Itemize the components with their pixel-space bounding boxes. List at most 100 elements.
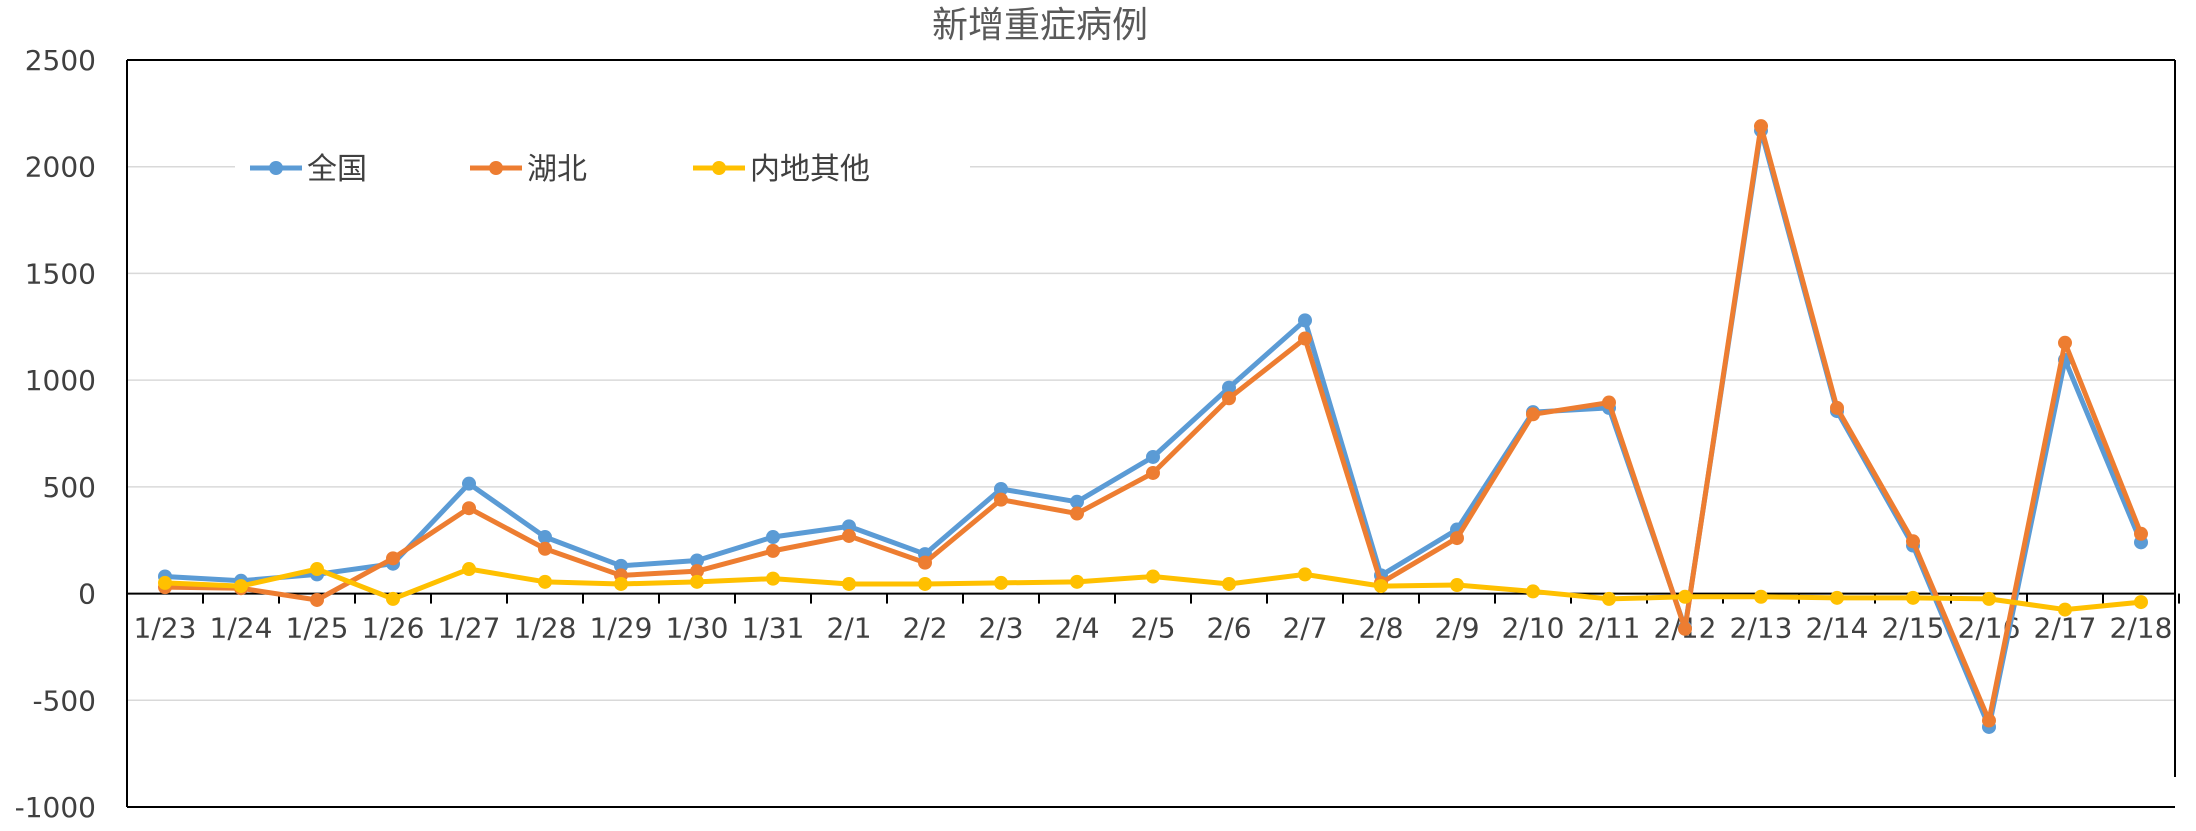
y-tick-label: 1500 xyxy=(25,257,96,290)
series-2 xyxy=(158,562,2148,617)
data-point xyxy=(1830,400,1844,415)
x-tick-label: 2/3 xyxy=(978,612,1023,645)
data-point xyxy=(766,530,780,545)
x-tick-label: 2/15 xyxy=(1882,612,1945,645)
data-point xyxy=(1146,465,1160,480)
data-point xyxy=(690,574,704,589)
data-point xyxy=(1982,591,1996,606)
x-axis-ticks: 1/23 1/24 1/25 1/26 1/27 1/28 1/29 1/30 1/31 2/1 2… xyxy=(134,612,2173,645)
legend-marker xyxy=(489,161,503,175)
y-tick-label: 1000 xyxy=(25,364,96,397)
data-point xyxy=(690,564,704,579)
y-tick-label: 500 xyxy=(43,471,96,504)
data-point xyxy=(462,562,476,577)
data-point xyxy=(690,553,704,568)
data-point xyxy=(1146,449,1160,464)
legend-label: 全国 xyxy=(307,152,367,187)
data-point xyxy=(2134,526,2148,541)
data-point xyxy=(1906,590,1920,605)
y-tick-label: -500 xyxy=(32,684,96,717)
data-point xyxy=(1450,578,1464,593)
data-point xyxy=(1830,590,1844,605)
data-point xyxy=(1982,713,1996,728)
data-point xyxy=(2058,602,2072,617)
data-point xyxy=(766,571,780,586)
data-point xyxy=(386,591,400,606)
y-tick-label: 0 xyxy=(78,578,96,611)
data-point xyxy=(1222,380,1236,395)
legend-label: 湖北 xyxy=(527,152,587,187)
data-point xyxy=(1906,534,1920,549)
chart-title: 新增重症病例 xyxy=(932,5,1148,46)
x-tick-label: 1/29 xyxy=(590,612,653,645)
legend: 全国 湖北 内地其他 xyxy=(235,142,970,194)
data-point xyxy=(994,492,1008,507)
x-tick-label: 2/10 xyxy=(1502,612,1565,645)
data-point xyxy=(1298,567,1312,582)
x-tick-label: 1/31 xyxy=(742,612,805,645)
data-point xyxy=(310,592,324,607)
data-point xyxy=(1526,407,1540,422)
data-point xyxy=(310,562,324,577)
data-point xyxy=(158,575,172,590)
x-tick-label: 2/14 xyxy=(1806,612,1869,645)
data-point xyxy=(2134,595,2148,610)
data-point xyxy=(1754,589,1768,604)
legend-background xyxy=(235,142,970,194)
data-point xyxy=(1450,531,1464,546)
data-point xyxy=(842,519,856,534)
data-point xyxy=(842,576,856,591)
legend-marker xyxy=(712,161,726,175)
data-point xyxy=(918,576,932,591)
data-point xyxy=(1298,313,1312,328)
legend-label: 内地其他 xyxy=(750,152,870,187)
x-tick-label: 2/2 xyxy=(902,612,947,645)
data-point xyxy=(1222,576,1236,591)
data-point xyxy=(1374,579,1388,594)
y-tick-label: -1000 xyxy=(15,791,96,824)
data-point xyxy=(614,576,628,591)
data-point xyxy=(462,476,476,491)
data-point xyxy=(462,501,476,516)
legend-marker xyxy=(269,161,283,175)
data-point xyxy=(1602,395,1616,410)
data-point xyxy=(1070,506,1084,521)
data-point xyxy=(1070,574,1084,589)
data-point xyxy=(1222,391,1236,406)
x-tick-label: 2/7 xyxy=(1282,612,1327,645)
data-point xyxy=(614,558,628,573)
x-tick-label: 2/6 xyxy=(1206,612,1251,645)
data-point xyxy=(234,579,248,594)
data-point xyxy=(842,528,856,543)
x-tick-label: 1/25 xyxy=(286,612,349,645)
x-tick-label: 2/8 xyxy=(1358,612,1403,645)
x-tick-label: 1/23 xyxy=(134,612,197,645)
legend-item: 内地其他 xyxy=(693,152,870,187)
x-tick-label: 1/27 xyxy=(438,612,501,645)
data-point xyxy=(538,541,552,556)
data-point xyxy=(1070,494,1084,509)
data-point xyxy=(994,481,1008,496)
x-tick-label: 2/4 xyxy=(1054,612,1099,645)
data-point xyxy=(1678,589,1692,604)
data-point xyxy=(1298,331,1312,346)
x-tick-label: 2/9 xyxy=(1434,612,1479,645)
y-axis-ticks: 2500 2000 1500 1000 500 0 -500 -1000 xyxy=(15,44,96,824)
data-point xyxy=(538,574,552,589)
series-lines xyxy=(158,119,2148,734)
x-tick-label: 2/5 xyxy=(1130,612,1175,645)
x-tick-label: 1/24 xyxy=(210,612,273,645)
y-tick-label: 2500 xyxy=(25,44,96,77)
legend-item: 全国 xyxy=(250,152,367,187)
data-point xyxy=(1602,591,1616,606)
data-point xyxy=(766,543,780,558)
x-tick-label: 1/28 xyxy=(514,612,577,645)
x-tick-label: 2/17 xyxy=(2034,612,2097,645)
x-tick-label: 1/26 xyxy=(362,612,425,645)
data-point xyxy=(1754,119,1768,134)
data-point xyxy=(1526,584,1540,599)
data-point xyxy=(1678,621,1692,636)
legend-item: 湖北 xyxy=(470,152,587,187)
x-tick-label: 2/13 xyxy=(1730,612,1793,645)
